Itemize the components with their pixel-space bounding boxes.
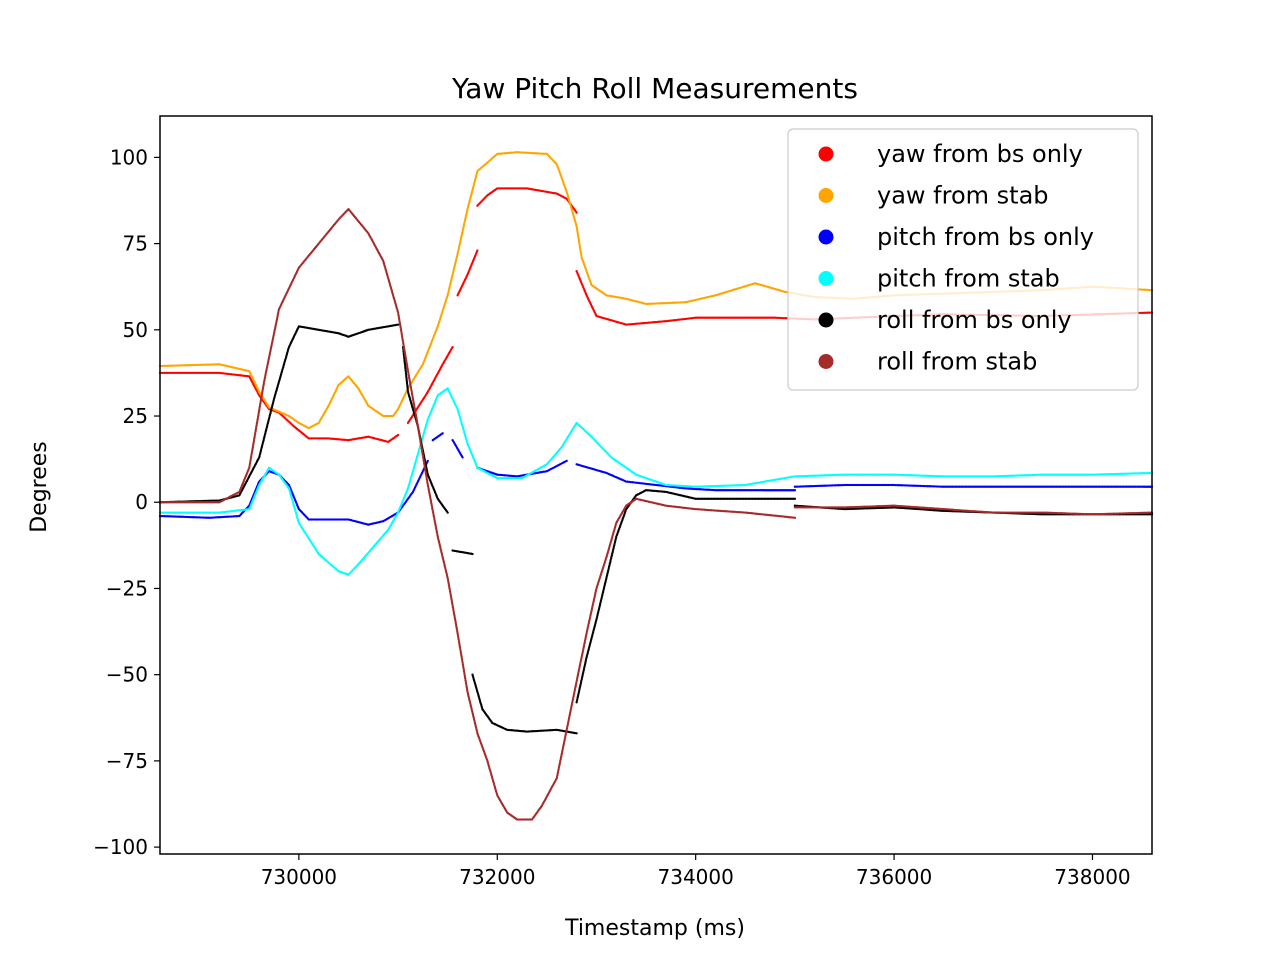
y-tick-label: −50 [106, 663, 148, 687]
y-axis-label: Degrees [27, 441, 52, 533]
legend-marker [818, 188, 834, 203]
legend-label: roll from bs only [877, 306, 1072, 334]
y-tick-label: 50 [123, 318, 148, 342]
legend-label: pitch from bs only [877, 223, 1094, 251]
legend-box [787, 128, 1139, 391]
y-tick-label: 0 [135, 490, 148, 514]
y-tick-label: −100 [93, 835, 148, 859]
series-segment [158, 387, 1154, 576]
series-segment [406, 345, 454, 425]
x-tick-label: 734000 [658, 865, 734, 889]
series-segment [476, 187, 578, 214]
series-segment [471, 673, 578, 735]
legend-marker [818, 354, 834, 369]
legend-marker [818, 312, 834, 328]
x-tick-label: 736000 [856, 865, 932, 889]
series-segment [158, 207, 797, 821]
series-segment [793, 504, 1154, 516]
x-axis: 730000 732000 734000 736000 738000 [261, 854, 1131, 889]
series-pitch-from-stab [158, 387, 1154, 576]
series-segment [575, 489, 797, 704]
series-segment [451, 439, 464, 459]
y-tick-label: −25 [106, 576, 148, 600]
x-tick-label: 732000 [459, 865, 535, 889]
series-pitch-from-bs-only [158, 432, 1154, 526]
x-tick-label: 730000 [261, 865, 337, 889]
series-segment [456, 249, 479, 297]
legend-marker [818, 271, 834, 286]
series-segment [793, 483, 1154, 488]
legend: yaw from bs only yaw from stab pitch from … [787, 128, 1139, 391]
x-tick-label: 738000 [1054, 865, 1130, 889]
legend-marker [818, 229, 834, 245]
x-axis-label: Timestamp (ms) [564, 916, 745, 941]
legend-label: pitch from stab [877, 265, 1060, 293]
series-segment [575, 463, 797, 492]
y-tick-label: −75 [106, 749, 148, 773]
y-axis: −100 −75 −50 −25 0 25 50 75 100 [93, 145, 160, 859]
series-segment [431, 432, 444, 442]
y-tick-label: 75 [123, 232, 148, 256]
plot-frame [159, 115, 1153, 855]
legend-marker [818, 146, 834, 162]
legend-label: yaw from stab [877, 182, 1049, 210]
series-segment [158, 459, 429, 526]
legend-label: yaw from bs only [877, 140, 1083, 168]
y-tick-label: 100 [110, 145, 148, 169]
y-tick-label: 25 [123, 404, 148, 428]
legend-label: roll from stab [877, 348, 1037, 376]
chart-title: Yaw Pitch Roll Measurements [451, 72, 858, 105]
series-segment [451, 549, 474, 556]
